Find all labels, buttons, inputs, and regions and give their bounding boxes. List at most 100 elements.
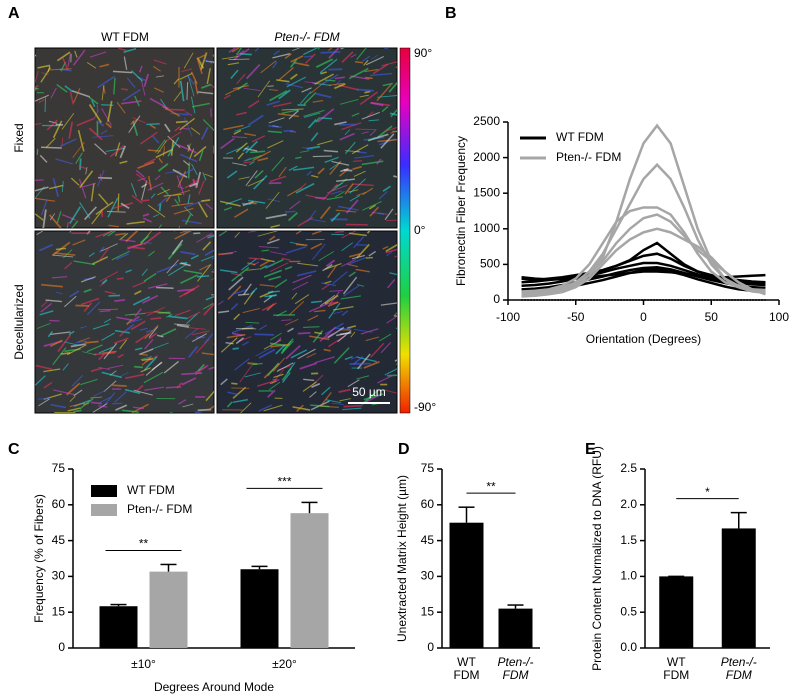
fiber: [124, 388, 141, 395]
fiber: [184, 328, 198, 339]
fiber: [174, 323, 190, 326]
fiber: [333, 347, 350, 364]
fiber: [332, 271, 348, 285]
fiber: [168, 315, 188, 320]
fiber: [389, 272, 397, 276]
fiber: [73, 409, 82, 413]
fiber: [285, 344, 301, 360]
column-title: Pten-/- FDM: [274, 30, 339, 44]
fiber: [356, 88, 374, 92]
bar: [99, 606, 138, 648]
fiber: [93, 351, 116, 356]
fiber: [176, 175, 185, 196]
y-tick-label: 0: [427, 640, 434, 654]
fiber: [200, 52, 208, 71]
fiber: [340, 295, 361, 300]
fiber: [232, 162, 247, 166]
fiber: [312, 155, 332, 158]
fiber-texture: [35, 231, 214, 413]
fiber: [356, 284, 365, 287]
fiber: [124, 323, 135, 332]
y-tick-label: 0.0: [620, 640, 637, 654]
fiber: [99, 63, 110, 68]
fiber: [36, 231, 44, 236]
fiber: [267, 140, 284, 149]
fiber: [355, 128, 377, 131]
fiber: [261, 302, 277, 312]
fiber: [156, 286, 174, 289]
fiber: [37, 397, 50, 400]
fiber: [61, 180, 64, 193]
fiber: [78, 337, 91, 343]
fiber: [227, 285, 242, 300]
legend-swatch: [91, 485, 117, 497]
fiber: [228, 48, 237, 54]
fiber: [35, 364, 52, 370]
error-bar: [251, 565, 268, 570]
row-title: Fixed: [12, 123, 26, 152]
y-tick-label: 2.5: [620, 461, 637, 475]
fiber: [98, 176, 113, 180]
fiber: [287, 212, 298, 222]
fiber: [144, 242, 152, 244]
fiber: [199, 264, 211, 271]
fiber: [268, 125, 282, 128]
fiber: [147, 204, 166, 218]
y-tick-label: 30: [421, 569, 435, 583]
fiber: [351, 183, 374, 187]
fiber: [369, 129, 376, 136]
fiber: [63, 341, 79, 346]
fiber: [242, 157, 252, 162]
bar: [149, 571, 188, 648]
fiber: [98, 246, 105, 253]
fiber: [126, 221, 145, 225]
fiber: [42, 209, 47, 228]
panel-label: C: [8, 441, 20, 458]
fiber: [370, 102, 384, 107]
fiber: [223, 206, 232, 211]
fiber: [115, 232, 126, 236]
fiber: [292, 48, 301, 51]
fiber: [234, 231, 240, 238]
x-tick-label: WT FDM: [663, 656, 689, 682]
fiber: [38, 99, 45, 104]
fiber: [351, 144, 369, 155]
fiber: [369, 206, 379, 217]
fiber: [157, 197, 168, 207]
fiber: [132, 406, 145, 410]
fiber: [94, 143, 107, 155]
fiber: [121, 100, 142, 105]
fiber: [130, 320, 146, 331]
fiber: [80, 325, 87, 329]
fiber: [382, 245, 389, 250]
fiber: [207, 235, 214, 239]
fiber: [321, 386, 331, 396]
fiber: [266, 100, 280, 106]
fiber: [119, 339, 128, 350]
fiber: [307, 314, 319, 322]
fiber: [327, 326, 345, 339]
x-tick-label-text: Pten-/- FDM: [720, 656, 757, 682]
fiber: [170, 112, 189, 116]
fiber: [267, 198, 281, 203]
fiber: [47, 65, 51, 73]
fiber: [237, 152, 244, 160]
fiber: [364, 90, 371, 94]
legend-label: Pten-/- FDM: [127, 502, 192, 516]
fiber: [270, 332, 282, 341]
fiber: [190, 127, 201, 135]
fiber: [276, 362, 294, 372]
fiber: [238, 176, 250, 180]
fiber: [338, 205, 359, 211]
fiber: [150, 193, 156, 199]
fiber: [376, 125, 393, 139]
fiber: [112, 402, 123, 405]
fiber: [353, 329, 373, 333]
fiber: [130, 183, 137, 197]
fiber: [327, 301, 339, 308]
fiber: [194, 80, 199, 95]
fiber: [112, 384, 127, 387]
fiber: [368, 119, 380, 122]
fiber: [114, 329, 131, 334]
fiber: [376, 389, 386, 391]
